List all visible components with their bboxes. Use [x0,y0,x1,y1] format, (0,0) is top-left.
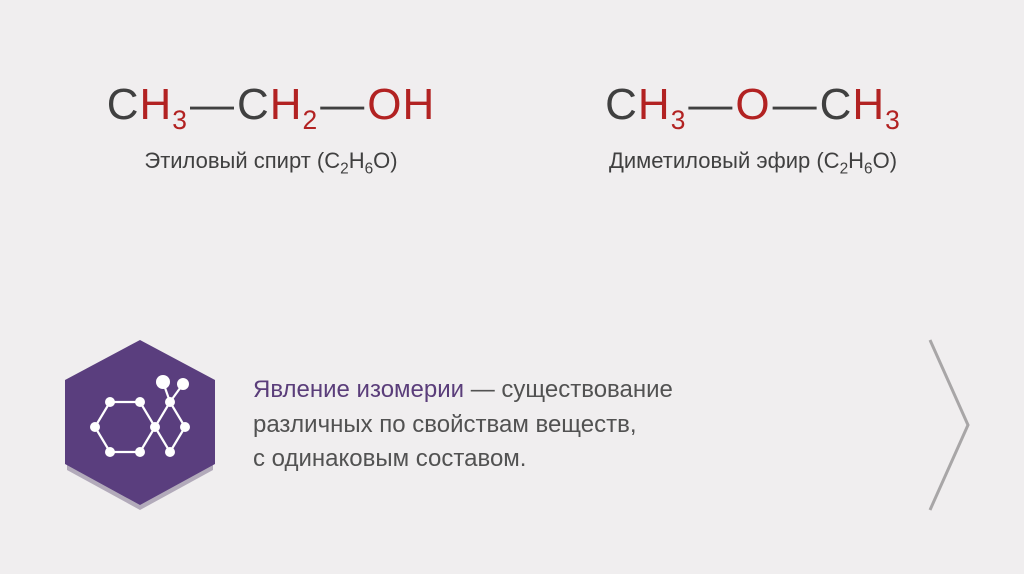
sub: 3 [671,105,687,135]
sub: 3 [885,105,901,135]
atom-h: H [270,80,303,129]
atom-o: O [735,80,770,129]
name-text: H [848,148,864,173]
sub: 2 [340,160,349,177]
bond: — [773,80,818,129]
definition-row: Явление изомерии — существование различн… [55,330,974,520]
name-text: Диметиловый эфир (C [609,148,840,173]
chevron-right-icon [924,330,974,520]
definition-body: с одинаковым составом. [253,445,526,472]
formulas-row: CH3—CH2—OH Этиловый спирт (C2H6O) CH3—O—… [0,0,1024,178]
atom-h: H [402,80,435,129]
bond: — [688,80,733,129]
formula-ethanol-structure: CH3—CH2—OH [60,80,482,136]
definition-term: Явление изомерии [253,376,464,403]
sub: 6 [365,160,374,177]
definition-dash: — [464,376,501,403]
name-text: O) [873,148,897,173]
atom-c: C [107,80,140,129]
formula-dme-name: Диметиловый эфир (C2H6O) [542,148,964,178]
formula-ethanol-name: Этиловый спирт (C2H6O) [60,148,482,178]
sub: 2 [303,105,319,135]
atom-o: O [367,80,402,129]
definition-text: Явление изомерии — существование различн… [253,373,896,477]
atom-c: C [237,80,270,129]
sub: 6 [864,160,873,177]
sub: 3 [172,105,188,135]
atom-c: C [605,80,638,129]
name-text: O) [373,148,397,173]
hexagon-molecule-icon [55,330,225,520]
formula-dimethyl-ether: CH3—O—CH3 Диметиловый эфир (C2H6O) [542,80,964,178]
atom-h: H [638,80,671,129]
name-text: Этиловый спирт (C [144,148,340,173]
bond: — [190,80,235,129]
definition-body: существование [501,376,672,403]
definition-body: различных по свойствам веществ, [253,411,637,438]
sub: 2 [840,160,849,177]
formula-ethanol: CH3—CH2—OH Этиловый спирт (C2H6O) [60,80,482,178]
atom-h: H [140,80,173,129]
bond: — [320,80,365,129]
name-text: H [349,148,365,173]
atom-c: C [820,80,853,129]
atom-h: H [852,80,885,129]
formula-dme-structure: CH3—O—CH3 [542,80,964,136]
